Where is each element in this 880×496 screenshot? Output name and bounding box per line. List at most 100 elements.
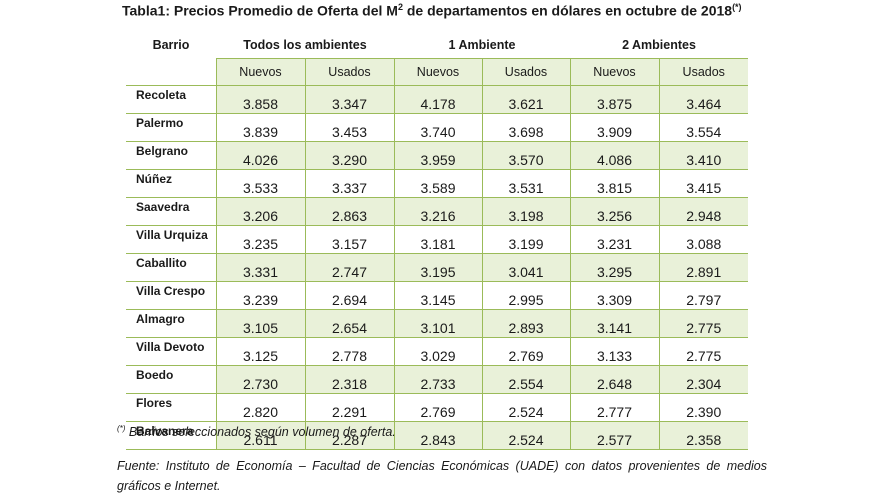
table-row: Boedo 2.730 2.318 2.733 2.554 2.648 2.304: [126, 365, 748, 394]
barrio-name: Recoleta: [126, 85, 216, 114]
header-sub: Nuevos: [569, 58, 659, 86]
price-cell: 3.216: [393, 197, 482, 226]
barrio-name: Palermo: [126, 113, 216, 142]
price-cell: 3.858: [215, 85, 305, 114]
header-sub: Usados: [304, 58, 394, 86]
barrio-name: Núñez: [126, 169, 216, 198]
barrio-name: Villa Urquiza: [126, 225, 216, 254]
table-row: Caballito 3.331 2.747 3.195 3.041 3.295 2.891: [126, 253, 748, 282]
price-cell: 3.125: [215, 337, 305, 366]
price-cell: 3.181: [393, 225, 482, 254]
price-cell: 4.026: [215, 141, 305, 170]
price-cell: 3.815: [569, 169, 659, 198]
price-cell: 2.358: [658, 421, 748, 450]
barrio-name: Boedo: [126, 365, 216, 394]
price-cell: 2.730: [215, 365, 305, 394]
price-cell: 2.948: [658, 197, 748, 226]
price-cell: 2.775: [658, 309, 748, 338]
price-cell: 2.654: [304, 309, 394, 338]
barrio-name: Balvanera: [126, 421, 216, 450]
price-cell: 3.740: [393, 113, 482, 142]
price-cell: 3.195: [393, 253, 482, 282]
price-cell: 2.778: [304, 337, 394, 366]
price-cell: 3.239: [215, 281, 305, 310]
price-cell: 3.621: [481, 85, 570, 114]
price-cell: 3.309: [569, 281, 659, 310]
table-row: Flores 2.820 2.291 2.769 2.524 2.777 2.390: [126, 393, 748, 422]
price-cell: 3.198: [481, 197, 570, 226]
price-cell: 3.101: [393, 309, 482, 338]
table-row: Recoleta 3.858 3.347 4.178 3.621 3.875 3.464: [126, 85, 748, 114]
price-cell: 2.291: [304, 393, 394, 422]
barrio-name: Flores: [126, 393, 216, 422]
price-cell: 3.088: [658, 225, 748, 254]
price-cell: 3.295: [569, 253, 659, 282]
price-cell: 2.820: [215, 393, 305, 422]
price-cell: 3.839: [215, 113, 305, 142]
price-cell: 3.875: [569, 85, 659, 114]
price-cell: 2.524: [481, 421, 570, 450]
header-sub: Usados: [481, 58, 570, 86]
price-cell: 3.531: [481, 169, 570, 198]
price-cell: 3.105: [215, 309, 305, 338]
table-body: Recoleta 3.858 3.347 4.178 3.621 3.875 3.464 Pa…: [126, 85, 748, 450]
barrio-name: Caballito: [126, 253, 216, 282]
price-cell: 3.570: [481, 141, 570, 170]
price-cell: 2.769: [481, 337, 570, 366]
source-note: Fuente: Instituto de Economía – Facultad…: [117, 459, 767, 493]
price-cell: 2.995: [481, 281, 570, 310]
price-cell: 3.909: [569, 113, 659, 142]
price-cell: 3.235: [215, 225, 305, 254]
price-cell: 3.290: [304, 141, 394, 170]
price-cell: 3.415: [658, 169, 748, 198]
price-cell: 2.318: [304, 365, 394, 394]
barrio-name: Villa Devoto: [126, 337, 216, 366]
price-cell: 3.337: [304, 169, 394, 198]
price-cell: 3.256: [569, 197, 659, 226]
price-cell: 3.231: [569, 225, 659, 254]
header-group-2-ambientes: 2 Ambientes: [622, 38, 696, 52]
table-row: Balvanera 2.611 2.287 2.843 2.524 2.577 2.358: [126, 421, 748, 450]
price-cell: 2.893: [481, 309, 570, 338]
price-cell: 3.533: [215, 169, 305, 198]
price-cell: 4.086: [569, 141, 659, 170]
price-cell: 3.206: [215, 197, 305, 226]
price-cell: 3.157: [304, 225, 394, 254]
price-cell: 3.959: [393, 141, 482, 170]
price-cell: 2.390: [658, 393, 748, 422]
header-sub: Usados: [658, 58, 748, 86]
price-cell: 3.453: [304, 113, 394, 142]
header-group-1-ambiente: 1 Ambiente: [448, 38, 516, 52]
header-sub: Nuevos: [393, 58, 482, 86]
footnote: (*) Barrios seleccionados según volumen …: [117, 424, 396, 440]
price-cell: 2.863: [304, 197, 394, 226]
price-cell: 2.843: [393, 421, 482, 450]
table-row: Núñez 3.533 3.337 3.589 3.531 3.815 3.415: [126, 169, 748, 198]
price-cell: 3.698: [481, 113, 570, 142]
table-row: Villa Crespo 3.239 2.694 3.145 2.995 3.309 2.7…: [126, 281, 748, 310]
price-cell: 2.797: [658, 281, 748, 310]
price-cell: 2.747: [304, 253, 394, 282]
price-cell: 3.464: [658, 85, 748, 114]
price-cell: 2.777: [569, 393, 659, 422]
table-row: Palermo 3.839 3.453 3.740 3.698 3.909 3.554: [126, 113, 748, 142]
price-cell: 2.733: [393, 365, 482, 394]
table-row: Villa Urquiza 3.235 3.157 3.181 3.199 3.231 3.…: [126, 225, 748, 254]
price-cell: 3.145: [393, 281, 482, 310]
table-row: Almagro 3.105 2.654 3.101 2.893 3.141 2.775: [126, 309, 748, 338]
price-cell: 3.331: [215, 253, 305, 282]
price-cell: 3.133: [569, 337, 659, 366]
price-cell: 3.029: [393, 337, 482, 366]
price-cell: 2.769: [393, 393, 482, 422]
header-sub: Nuevos: [215, 58, 305, 86]
header-group-row: Barrio Todos los ambientes 1 Ambiente 2 …: [126, 32, 748, 59]
price-cell: 3.589: [393, 169, 482, 198]
table-row: Villa Devoto 3.125 2.778 3.029 2.769 3.133 2.7…: [126, 337, 748, 366]
price-cell: 3.199: [481, 225, 570, 254]
barrio-name: Almagro: [126, 309, 216, 338]
price-table: Barrio Todos los ambientes 1 Ambiente 2 …: [126, 32, 748, 450]
table-title: Tabla1: Precios Promedio de Oferta del M…: [122, 2, 742, 19]
price-cell: 2.648: [569, 365, 659, 394]
barrio-name: Belgrano: [126, 141, 216, 170]
price-cell: 2.611: [215, 421, 305, 450]
